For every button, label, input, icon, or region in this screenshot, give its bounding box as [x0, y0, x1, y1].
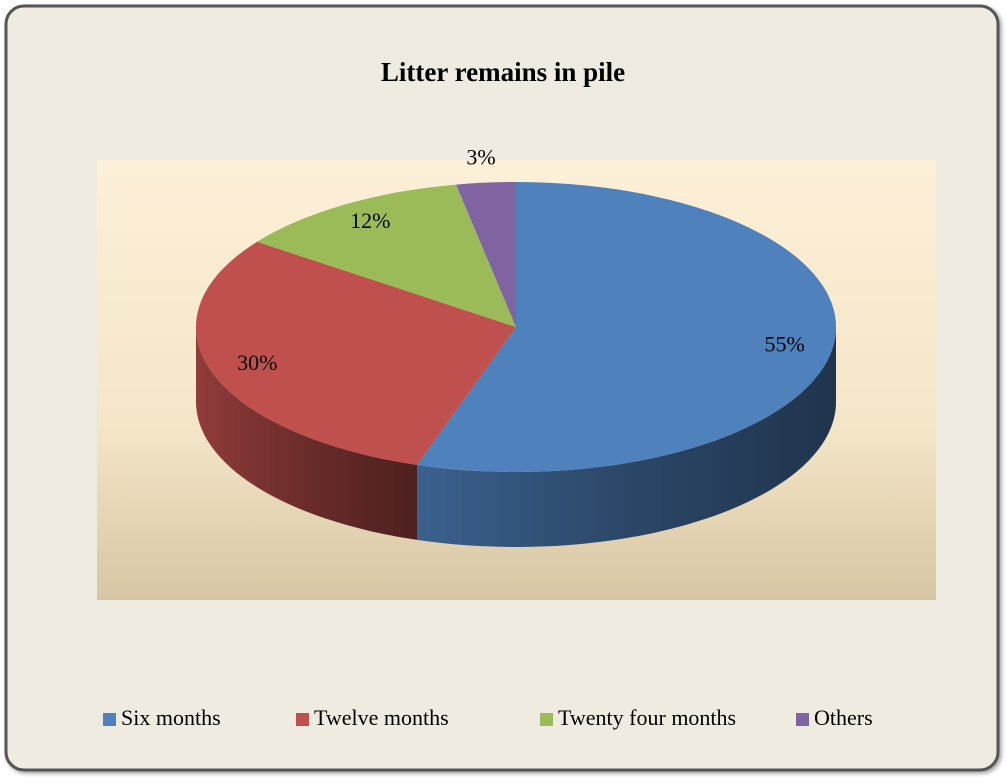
slice: [456, 182, 516, 327]
slice-side: [417, 327, 836, 547]
data-label: 3%: [466, 145, 495, 170]
legend-label: Twenty four months: [558, 705, 736, 730]
slice-side: [196, 327, 418, 540]
legend-label: Twelve months: [314, 705, 449, 730]
slice: [257, 184, 516, 327]
chart-title: Litter remains in pile: [381, 57, 625, 87]
data-label: 55%: [764, 331, 804, 356]
slice: [417, 182, 836, 472]
pie: 55% 30% 12% 3%: [195, 145, 836, 547]
legend-swatch: [296, 713, 309, 726]
data-label: 12%: [350, 208, 390, 233]
legend-swatch: [540, 713, 553, 726]
legend: Six months Twelve months Twenty four month…: [103, 705, 873, 730]
legend-label: Others: [814, 705, 873, 730]
data-label: 30%: [237, 350, 277, 375]
legend-swatch: [103, 713, 116, 726]
slice: [195, 241, 516, 465]
legend-swatch: [796, 713, 809, 726]
legend-label: Six months: [121, 705, 221, 730]
